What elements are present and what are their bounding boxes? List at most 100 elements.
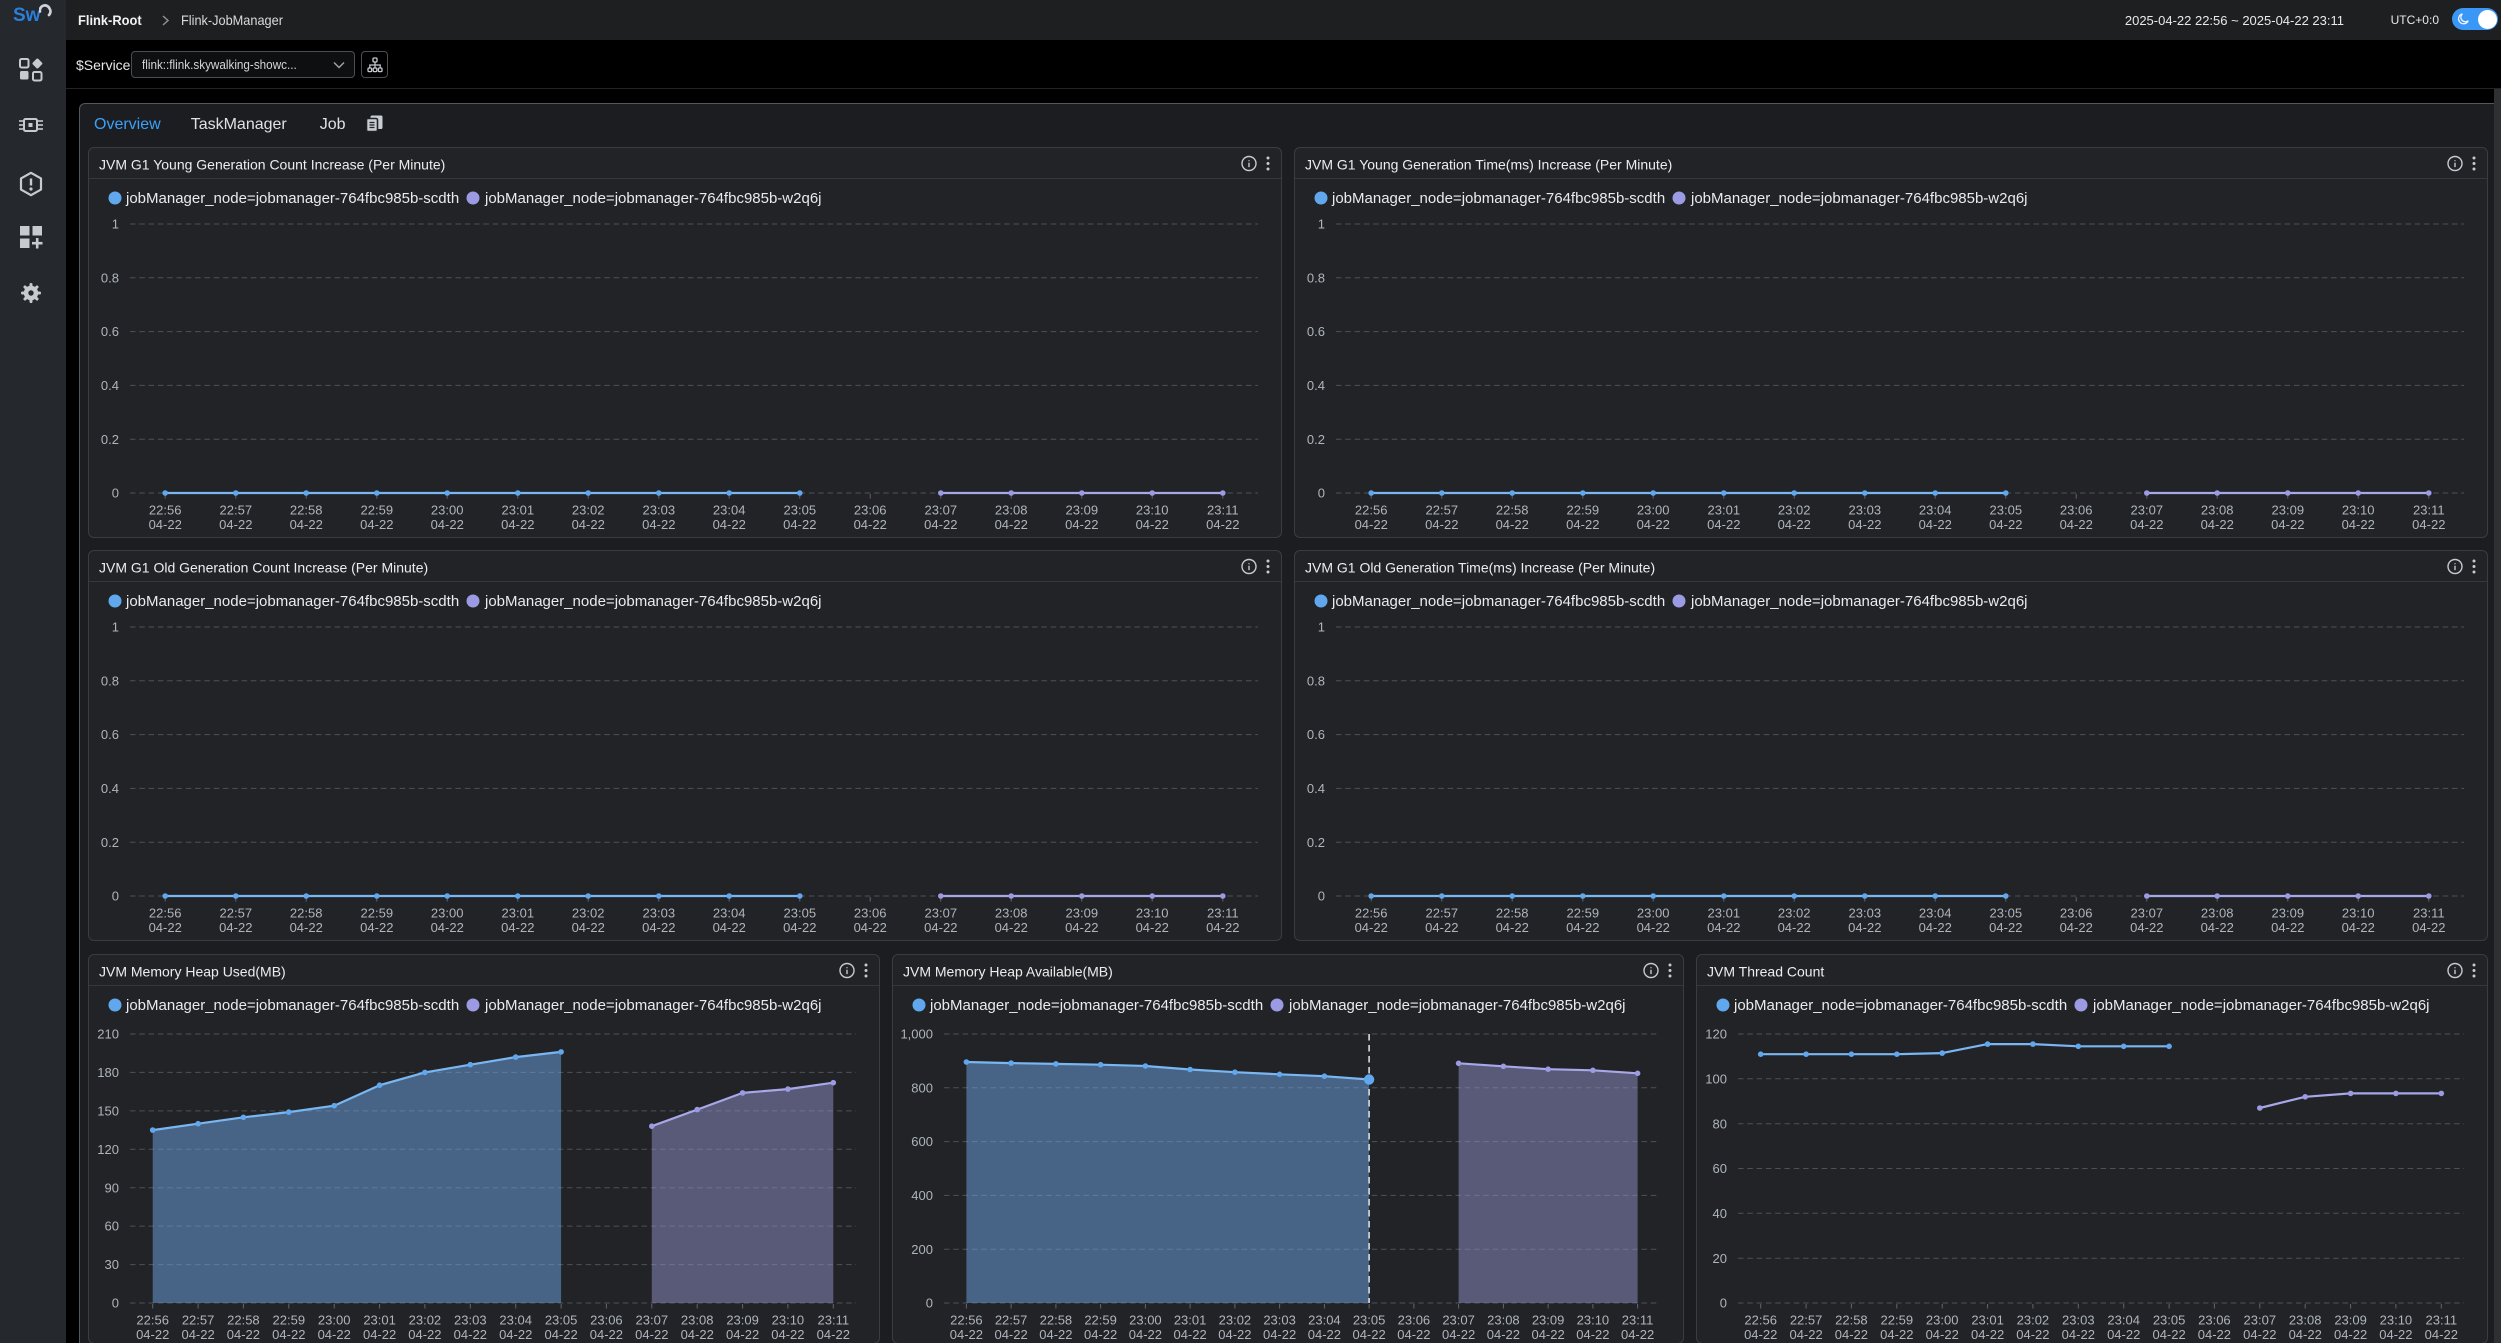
svg-text:04-22: 04-22 [2271,920,2304,935]
svg-text:04-22: 04-22 [994,1327,1027,1342]
svg-text:23:03: 23:03 [1849,906,1882,921]
svg-text:04-22: 04-22 [1707,517,1740,532]
svg-text:04-22: 04-22 [950,1327,983,1342]
svg-text:23:11: 23:11 [2413,906,2445,921]
svg-text:04-22: 04-22 [2243,1327,2276,1342]
svg-text:04-22: 04-22 [360,920,393,935]
svg-text:04-22: 04-22 [1355,517,1388,532]
svg-text:22:57: 22:57 [220,906,253,921]
svg-text:23:09: 23:09 [2272,503,2305,518]
svg-text:0.2: 0.2 [1307,835,1325,850]
svg-text:23:10: 23:10 [772,1313,805,1328]
svg-text:40: 40 [1713,1206,1727,1221]
svg-text:04-22: 04-22 [1989,517,2022,532]
svg-text:23:05: 23:05 [784,503,817,518]
svg-text:0.4: 0.4 [101,781,119,796]
svg-text:22:57: 22:57 [1426,503,1459,518]
svg-text:04-22: 04-22 [2152,1327,2185,1342]
svg-text:04-22: 04-22 [1919,517,1952,532]
svg-text:jobManager_node=jobmanager-764: jobManager_node=jobmanager-764fbc985b-sc… [1331,593,1665,610]
svg-text:04-22: 04-22 [360,517,393,532]
svg-text:23:03: 23:03 [1263,1313,1296,1328]
svg-text:0: 0 [112,486,119,501]
svg-text:22:58: 22:58 [1496,503,1529,518]
svg-text:04-22: 04-22 [1566,517,1599,532]
svg-text:04-22: 04-22 [2425,1327,2458,1342]
svg-text:04-22: 04-22 [1496,920,1529,935]
svg-text:23:04: 23:04 [1919,906,1952,921]
svg-text:23:02: 23:02 [1778,906,1811,921]
svg-text:23:09: 23:09 [1532,1313,1565,1328]
svg-text:04-22: 04-22 [713,517,746,532]
svg-text:0: 0 [112,1296,119,1311]
svg-text:23:08: 23:08 [2201,906,2234,921]
svg-text:04-22: 04-22 [2130,517,2163,532]
svg-text:04-22: 04-22 [995,920,1028,935]
svg-text:04-22: 04-22 [1531,1327,1564,1342]
svg-text:22:58: 22:58 [290,906,323,921]
svg-text:1: 1 [112,217,119,232]
svg-text:04-22: 04-22 [2412,517,2445,532]
svg-text:04-22: 04-22 [1789,1327,1822,1342]
svg-text:04-22: 04-22 [1637,517,1670,532]
svg-text:23:09: 23:09 [2334,1313,2367,1328]
svg-text:23:05: 23:05 [1990,906,2023,921]
svg-text:04-22: 04-22 [1576,1327,1609,1342]
svg-text:04-22: 04-22 [2412,920,2445,935]
svg-text:04-22: 04-22 [1880,1327,1913,1342]
svg-text:04-22: 04-22 [1425,517,1458,532]
svg-text:04-22: 04-22 [2201,920,2234,935]
svg-text:23:11: 23:11 [818,1313,850,1328]
svg-text:jobManager_node=jobmanager-764: jobManager_node=jobmanager-764fbc985b-w2… [1690,593,2028,610]
svg-text:23:06: 23:06 [854,503,887,518]
svg-text:04-22: 04-22 [1707,920,1740,935]
svg-text:22:59: 22:59 [1881,1313,1914,1328]
svg-text:23:02: 23:02 [572,906,605,921]
svg-text:23:07: 23:07 [1442,1313,1475,1328]
svg-text:60: 60 [1713,1161,1727,1176]
svg-text:90: 90 [105,1180,119,1195]
svg-text:23:04: 23:04 [499,1313,532,1328]
svg-text:0: 0 [1720,1296,1727,1311]
svg-text:23:08: 23:08 [2289,1313,2322,1328]
svg-text:23:05: 23:05 [1353,1313,1386,1328]
svg-text:04-22: 04-22 [2060,920,2093,935]
svg-text:04-22: 04-22 [2107,1327,2140,1342]
svg-text:04-22: 04-22 [318,1327,351,1342]
svg-text:04-22: 04-22 [1218,1327,1251,1342]
svg-text:23:04: 23:04 [713,503,746,518]
svg-text:04-22: 04-22 [2342,517,2375,532]
svg-text:23:10: 23:10 [1136,906,1169,921]
svg-text:23:07: 23:07 [2244,1313,2277,1328]
svg-text:04-22: 04-22 [726,1327,759,1342]
svg-text:04-22: 04-22 [642,920,675,935]
svg-text:JVM G1 Young Generation Count: JVM G1 Young Generation Count Increase (… [99,157,445,173]
svg-text:04-22: 04-22 [1566,920,1599,935]
svg-text:22:57: 22:57 [1790,1313,1823,1328]
svg-text:23:00: 23:00 [318,1313,351,1328]
svg-text:23:11: 23:11 [2413,503,2445,518]
svg-text:JVM G1 Old Generation Time(ms): JVM G1 Old Generation Time(ms) Increase … [1305,560,1655,576]
svg-text:04-22: 04-22 [713,920,746,935]
svg-text:04-22: 04-22 [1136,920,1169,935]
svg-text:22:58: 22:58 [1040,1313,1073,1328]
svg-text:04-22: 04-22 [1263,1327,1296,1342]
svg-text:04-22: 04-22 [2201,517,2234,532]
svg-text:04-22: 04-22 [219,517,252,532]
svg-text:jobManager_node=jobmanager-764: jobManager_node=jobmanager-764fbc985b-sc… [125,190,459,207]
svg-text:22:57: 22:57 [182,1313,215,1328]
svg-text:23:05: 23:05 [2153,1313,2186,1328]
svg-text:0.8: 0.8 [101,673,119,688]
svg-text:04-22: 04-22 [544,1327,577,1342]
svg-text:23:05: 23:05 [784,906,817,921]
svg-text:23:02: 23:02 [1219,1313,1252,1328]
svg-text:22:56: 22:56 [136,1313,169,1328]
svg-text:23:04: 23:04 [1919,503,1952,518]
svg-text:jobManager_node=jobmanager-764: jobManager_node=jobmanager-764fbc985b-w2… [484,997,822,1014]
svg-text:04-22: 04-22 [454,1327,487,1342]
svg-text:04-22: 04-22 [1496,517,1529,532]
svg-text:04-22: 04-22 [1206,517,1239,532]
svg-text:22:56: 22:56 [1355,906,1388,921]
svg-text:0.6: 0.6 [1307,727,1325,742]
svg-text:22:57: 22:57 [1426,906,1459,921]
